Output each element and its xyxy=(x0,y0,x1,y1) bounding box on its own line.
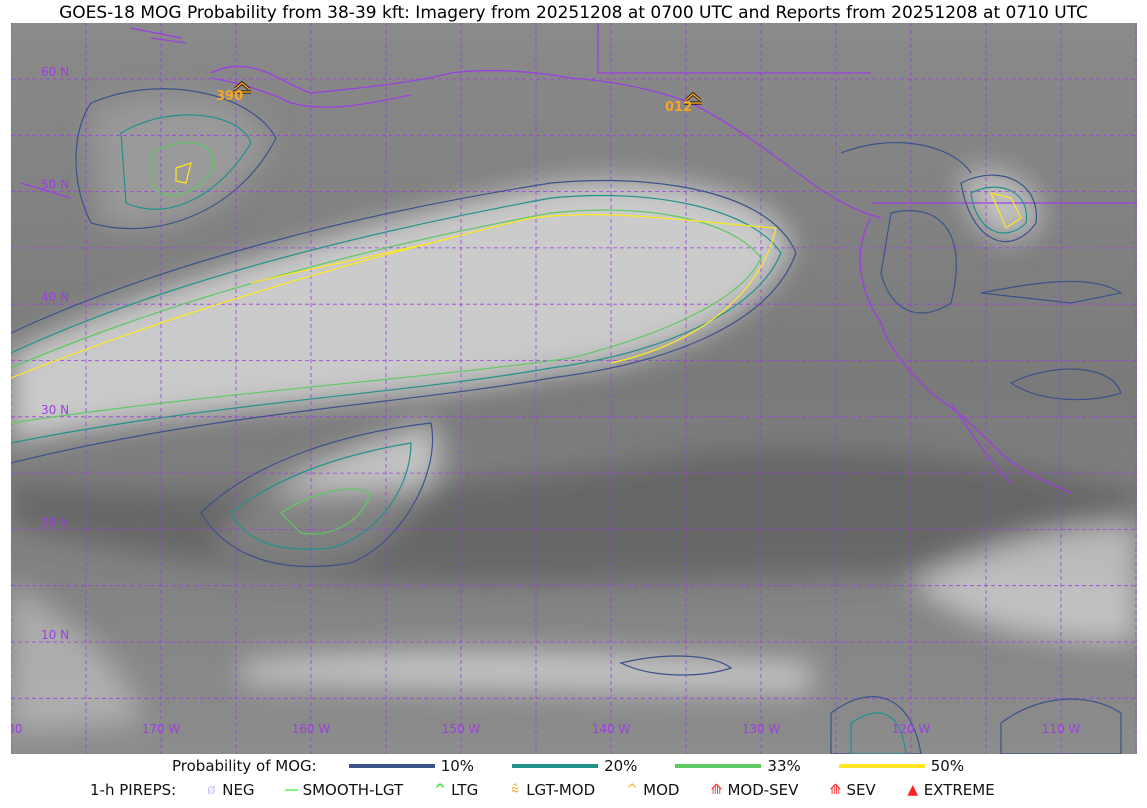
mog-legend-item: 10% xyxy=(317,757,474,775)
filled-triangle-icon: ▲ xyxy=(907,782,919,798)
pirep-legend-item: ^ LTG xyxy=(415,781,478,799)
longitude-label: 170 W xyxy=(142,722,181,736)
longitude-label: 110 W xyxy=(1042,722,1081,736)
cloud-features xyxy=(11,96,1137,733)
map-title: GOES-18 MOG Probability from 38-39 kft: … xyxy=(59,3,1088,23)
mog-legend-item: 33% xyxy=(643,757,801,775)
mog-level-label: 10% xyxy=(440,757,475,775)
pirep-label: MOD-SEV xyxy=(727,781,799,799)
latitude-label: 50 N xyxy=(41,178,69,192)
coastlines xyxy=(20,23,1137,494)
pirep-report-012[interactable]: 012 xyxy=(665,92,702,115)
mog-legend-title: Probability of MOG: xyxy=(172,757,317,775)
mog-legend-item: 20% xyxy=(480,757,637,775)
longitude-label: 120 W xyxy=(892,722,931,736)
pirep-label: EXTREME xyxy=(923,781,995,799)
longitude-label: 130 W xyxy=(742,722,781,736)
mog-swatch xyxy=(512,764,599,768)
longitude-label: 180 xyxy=(11,722,22,736)
mog-swatch xyxy=(838,764,925,768)
satellite-map: 60 N 50 N 40 N 30 N 20 N 10 N 180 170 W 160 W 15… xyxy=(11,23,1137,754)
mog-legend-item: 50% xyxy=(807,757,964,775)
longitude-label: 160 W xyxy=(292,722,331,736)
mog-legend: Probability of MOG: 10% 20% 33% 50% xyxy=(0,757,1147,775)
pirep-legend-item: ^ MOD xyxy=(607,781,679,799)
mog-contours xyxy=(11,88,1123,754)
pirep-report-390[interactable]: 390 xyxy=(216,81,251,104)
double-caret-underline-icon: ⟰ xyxy=(710,782,723,798)
latitude-label: 20 N xyxy=(41,515,69,529)
pirep-legend-item: — SMOOTH-LGT xyxy=(267,781,404,799)
caret-underline-icon: ⩯ xyxy=(511,782,520,798)
mod-turbulence-icon xyxy=(684,93,702,104)
pirep-legend-title: 1-h PIREPS: xyxy=(90,781,177,799)
mog-swatch xyxy=(675,764,762,768)
pirep-legend-item: ø NEG xyxy=(186,781,255,799)
pirep-label: LTG xyxy=(451,781,479,799)
caret-icon: ^ xyxy=(626,782,638,798)
latitude-label: 30 N xyxy=(41,403,69,417)
pirep-legend-item: ⟰ MOD-SEV xyxy=(691,781,799,799)
pirep-label: LGT-MOD xyxy=(526,781,596,799)
pirep-altitude-label: 390 xyxy=(216,89,243,104)
dash-icon: — xyxy=(284,782,299,798)
pirep-altitude-label: 012 xyxy=(665,100,692,115)
mog-swatch xyxy=(348,764,435,768)
pirep-legend-item: ⟰ SEV xyxy=(810,781,876,799)
pirep-label: SMOOTH-LGT xyxy=(302,781,404,799)
latitude-label: 40 N xyxy=(41,290,69,304)
longitude-label: 140 W xyxy=(592,722,631,736)
caret-icon: ^ xyxy=(434,782,446,798)
mod-turbulence-icon xyxy=(233,82,251,93)
latitude-label: 10 N xyxy=(41,628,69,642)
latitude-label: 60 N xyxy=(41,65,69,79)
pirep-legend-item: ⩯ LGT-MOD xyxy=(490,781,595,799)
mog-level-label: 33% xyxy=(767,757,801,775)
pirep-label: SEV xyxy=(846,781,876,799)
pirep-legend-item: ▲ EXTREME xyxy=(888,781,995,799)
pirep-legend: 1-h PIREPS: ø NEG — SMOOTH-LGT ^ LTG ⩯ LGT-MOD ^… xyxy=(0,781,1147,799)
mog-level-label: 20% xyxy=(604,757,638,775)
pirep-label: MOD xyxy=(643,781,680,799)
null-icon: ø xyxy=(206,782,216,798)
pirep-label: NEG xyxy=(222,781,255,799)
lat-lon-grid xyxy=(11,23,1137,754)
double-caret-icon: ⟰ xyxy=(829,782,842,798)
longitude-label: 150 W xyxy=(442,722,481,736)
mog-level-label: 50% xyxy=(930,757,965,775)
